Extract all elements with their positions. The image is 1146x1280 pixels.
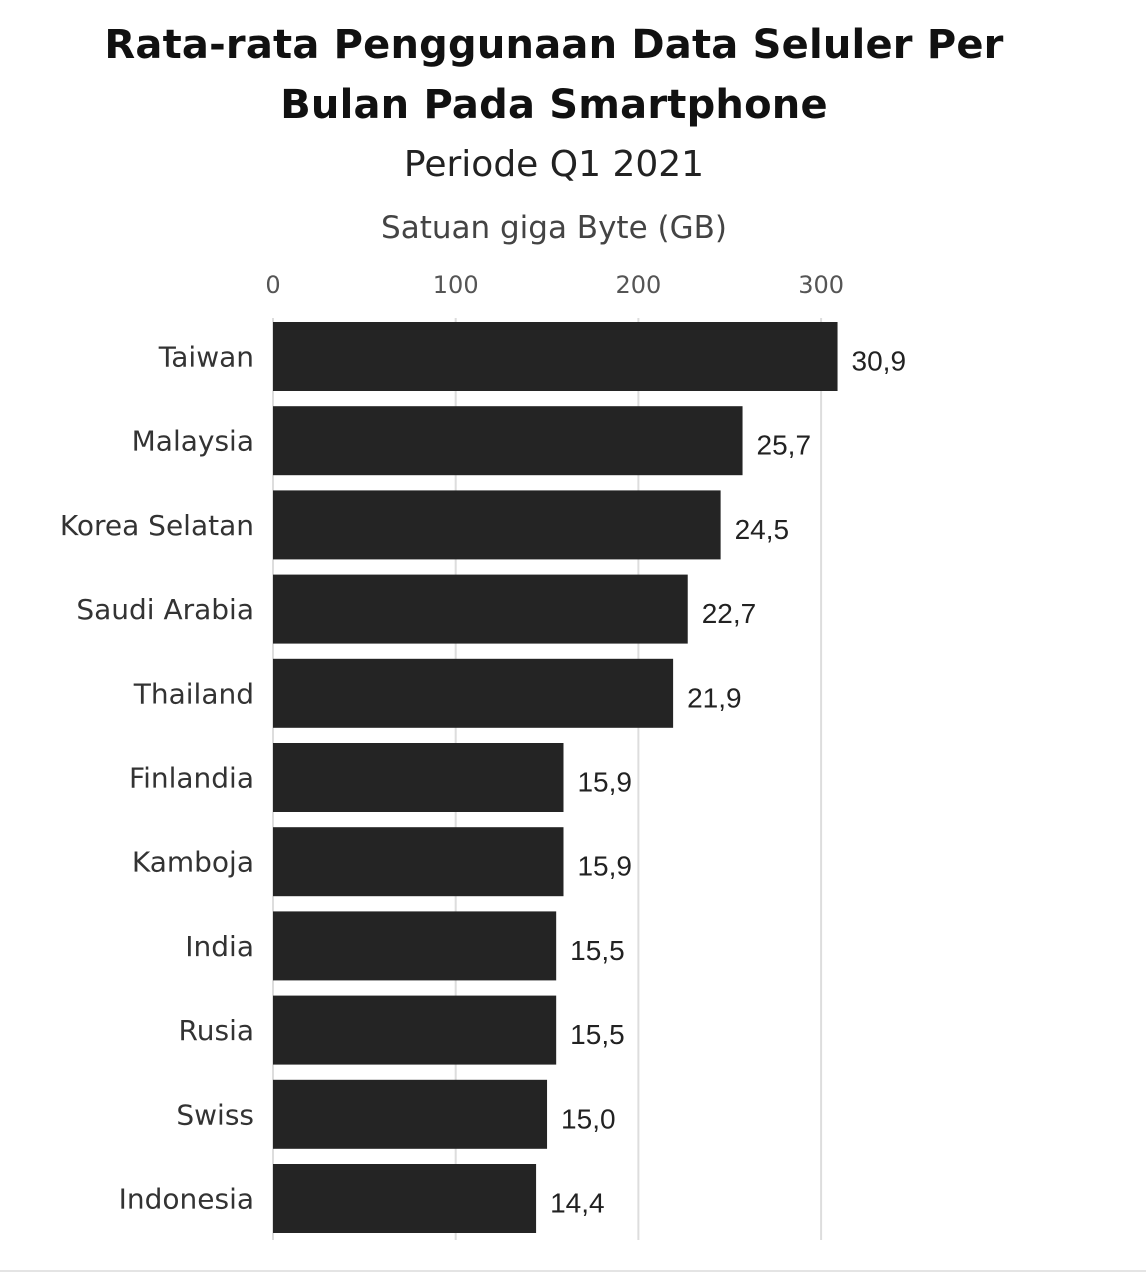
value-label-finlandia: 15,9 — [577, 767, 632, 798]
bar-taiwan — [273, 322, 838, 391]
x-tick-label-0: 0 — [265, 271, 280, 299]
x-tick-label-200: 200 — [615, 271, 661, 299]
category-label-kamboja: Kamboja — [132, 846, 254, 879]
category-label-rusia: Rusia — [179, 1014, 254, 1047]
value-label-indonesia: 14,4 — [550, 1188, 605, 1219]
value-label-saudi-arabia: 22,7 — [702, 598, 757, 629]
category-label-malaysia: Malaysia — [132, 425, 254, 458]
bar-india — [273, 911, 557, 981]
x-axis-title: Satuan giga Byte (GB) — [381, 210, 727, 246]
category-label-indonesia: Indonesia — [119, 1183, 254, 1216]
x-tick-label-100: 100 — [433, 271, 479, 299]
value-label-taiwan: 30,9 — [852, 346, 907, 377]
value-label-thailand: 21,9 — [687, 682, 742, 713]
bar-swiss — [273, 1079, 548, 1149]
bar-saudi-arabia — [273, 574, 688, 644]
value-label-rusia: 15,5 — [570, 1019, 625, 1050]
value-label-malaysia: 25,7 — [757, 430, 812, 461]
category-label-saudi-arabia: Saudi Arabia — [76, 593, 254, 626]
category-label-korea-selatan: Korea Selatan — [60, 509, 254, 542]
bar-thailand — [273, 658, 674, 728]
category-label-swiss: Swiss — [176, 1098, 254, 1131]
bar-finlandia — [273, 743, 564, 812]
value-label-korea-selatan: 24,5 — [735, 514, 790, 545]
category-label-finlandia: Finlandia — [129, 762, 254, 795]
value-label-india: 15,5 — [570, 935, 625, 966]
bar-malaysia — [273, 406, 743, 476]
category-label-india: India — [185, 930, 254, 963]
value-label-kamboja: 15,9 — [577, 851, 632, 882]
x-tick-label-300: 300 — [798, 271, 844, 299]
chart-title-line-1: Rata-rata Penggunaan Data Seluler Per — [104, 22, 1004, 68]
chart-subtitle: Periode Q1 2021 — [403, 144, 705, 185]
bottom-divider — [0, 1270, 1146, 1272]
bar-korea-selatan — [273, 490, 721, 560]
category-label-taiwan: Taiwan — [158, 341, 254, 374]
chart-title-line-2: Bulan Pada Smartphone — [280, 82, 828, 128]
bar-indonesia — [273, 1164, 537, 1233]
bar-rusia — [273, 995, 557, 1065]
value-label-swiss: 15,0 — [561, 1103, 616, 1134]
category-label-thailand: Thailand — [133, 677, 254, 710]
bar-kamboja — [273, 827, 564, 897]
